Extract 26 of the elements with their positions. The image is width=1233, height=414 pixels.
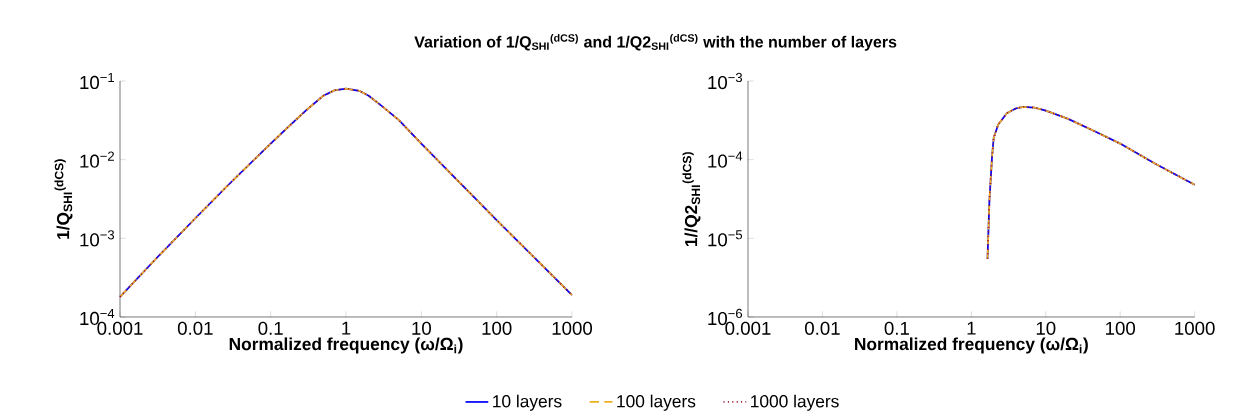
y-tick-label: 10$^{−4}$ <box>708 151 743 168</box>
x-tick-label: 1 <box>967 321 976 335</box>
y-axis-title: 1/Q$_{SHI}$(dCS) <box>54 159 73 239</box>
x-tick-label: 1000 <box>1175 321 1215 335</box>
legend-label: 1000 layers <box>751 394 839 411</box>
x-tick-label: 10 <box>1036 321 1056 335</box>
y-tick-label: 10$^{−1}$ <box>80 72 114 90</box>
x-tick-label: 0.01 <box>177 321 213 335</box>
x-tick-label: 1 <box>342 321 351 335</box>
y-axis-title: 1//Q2$_{SHI}$(dCS) <box>682 152 701 247</box>
x-axis-title: Normalized frequency (ω/Ω$_{i}$) <box>229 337 463 354</box>
x-tick-label: 1000 <box>552 321 593 335</box>
x-axis-title: Normalized frequency (ω/Ω$_{i}$) <box>855 337 1088 354</box>
y-tick-label: 10$^{−2}$ <box>80 151 114 168</box>
x-tick-label: 100 <box>1106 321 1136 335</box>
x-tick-label: 10 <box>412 321 431 335</box>
legend-label: 100 layers <box>617 394 696 411</box>
y-tick-label: 10$^{−3}$ <box>708 72 743 90</box>
y-tick-label: 10$^{−3}$ <box>80 230 115 247</box>
x-tick-label: 100 <box>482 321 512 335</box>
x-tick-label: 0.1 <box>884 321 909 335</box>
x-tick-label: 0.1 <box>258 321 283 335</box>
x-tick-label: 0.01 <box>805 321 840 335</box>
y-tick-label: 10$^{−5}$ <box>708 230 743 247</box>
legend-label: 10 layers <box>493 394 562 411</box>
text: Variation of 1/Q$_{SHI}$$^{(dCS)}$ and 1/Q2$_{SHI}$$^{(dCS)}$ with the number of layers <box>414 33 897 51</box>
